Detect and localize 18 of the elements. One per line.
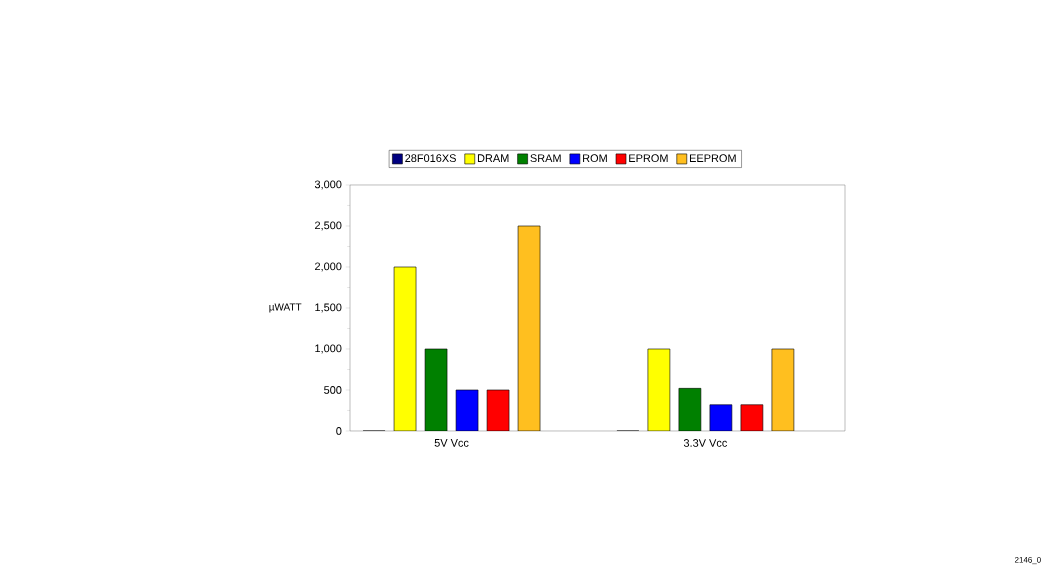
x-tick-label: 5V Vcc	[434, 439, 469, 447]
bar	[393, 266, 417, 431]
legend-label: 28F016XS	[405, 154, 456, 163]
y-tick-label: 2,000	[315, 262, 342, 272]
bar	[517, 225, 541, 431]
legend-label: EEPROM	[689, 154, 736, 163]
y-tick-label: 1,000	[315, 344, 342, 354]
x-tick-label: 3.3V Vcc	[683, 439, 728, 447]
y-tick-label: 1,500	[315, 303, 342, 313]
y-tick-label: 3,000	[314, 180, 342, 190]
legend-label: SRAM	[530, 154, 561, 163]
legend-label: DRAM	[477, 154, 509, 162]
y-axis-title: µWATT	[269, 303, 302, 313]
legend-label: ROM	[583, 154, 607, 163]
y-tick-label: 500	[324, 386, 342, 394]
y-tick-label: 2,500	[315, 221, 342, 231]
legend-label: EPROM	[629, 154, 668, 163]
y-tick-label: 0	[336, 427, 342, 435]
